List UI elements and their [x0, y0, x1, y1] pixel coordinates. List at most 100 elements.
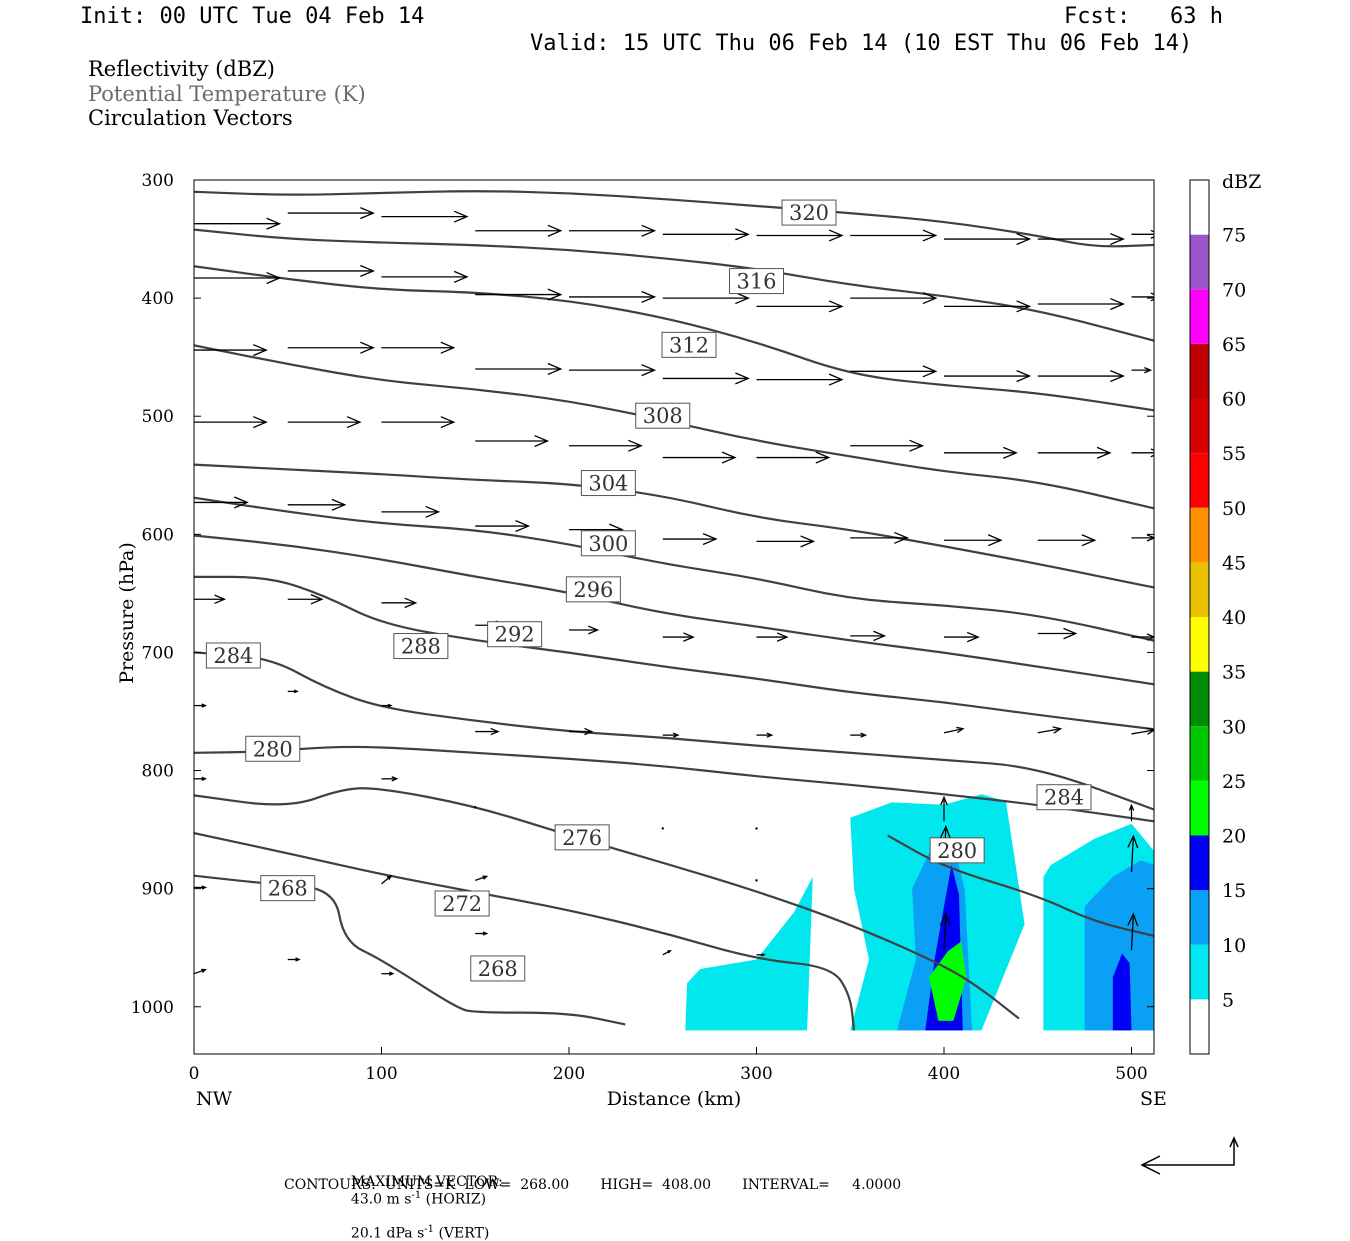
theta-label: 284: [205, 642, 261, 669]
vector-arrow: [755, 827, 758, 830]
vector-head: [641, 364, 657, 377]
vector-head: [1063, 627, 1078, 640]
vector-arrow: [569, 364, 657, 377]
max-vert-exponent: -1: [424, 1223, 435, 1235]
reflectivity-cell-15-dbz: [1112, 953, 1132, 1031]
reflectivity-cell-10-dbz: [1084, 860, 1154, 1031]
vector-arrow: [1131, 366, 1153, 374]
vector-arrow: [850, 365, 938, 378]
vector-arrow: [662, 732, 680, 738]
colorbar-segment: [1190, 180, 1209, 235]
vector-arrow: [756, 732, 774, 738]
y-tick-label: 500: [142, 407, 174, 427]
colorbar-segment: [1190, 726, 1209, 781]
vector-arrow: [756, 373, 844, 386]
vector-head: [683, 632, 695, 642]
vector-arrow: [475, 362, 563, 376]
vector-shaft: [1130, 914, 1135, 951]
theta-label-text: 284: [213, 644, 253, 668]
vector-arrow: [756, 535, 816, 548]
vector-head: [828, 229, 844, 242]
vector-head: [490, 727, 500, 736]
circulation-vectors: [194, 207, 1154, 976]
theta-label-box: [580, 470, 636, 497]
vector-arrow: [194, 271, 282, 285]
vector-head: [815, 451, 831, 464]
vector-head: [800, 535, 816, 548]
y-tick-label: 800: [142, 762, 174, 782]
reflectivity-cell-20-dbz: [929, 941, 967, 1021]
vector-head: [1003, 446, 1018, 459]
vector-head: [702, 532, 718, 546]
vector-head: [922, 292, 938, 305]
theta-label: 272: [434, 890, 490, 917]
vector-head: [404, 597, 418, 609]
reflectivity-fill: [685, 794, 1154, 1031]
vector-arrow: [850, 630, 887, 642]
vector-head: [346, 416, 362, 429]
vector-head: [201, 703, 208, 708]
theta-label: 308: [635, 402, 691, 429]
theta-label: 320: [781, 199, 837, 226]
vector-shaft: [943, 914, 947, 951]
vector-arrow: [756, 229, 844, 242]
theta-contour-268: [194, 874, 626, 1026]
vector-head: [1110, 233, 1125, 246]
max-vector-label: MAXIMUM VECTOR:: [350, 1174, 503, 1190]
theta-label-text: 276: [562, 826, 602, 850]
vector-arrow: [944, 534, 1003, 547]
theta-label: 300: [580, 530, 636, 557]
theta-label: 280: [245, 735, 301, 762]
vector-arrow: [381, 776, 399, 782]
vector-head: [1128, 803, 1135, 811]
vector-head: [776, 632, 789, 642]
theta-contour-316: [194, 228, 1154, 342]
theta-label: 268: [260, 875, 316, 902]
vector-arrow: [569, 727, 594, 736]
vector-arrow: [475, 931, 489, 936]
vector-arrow: [287, 207, 375, 220]
colorbar: 5 10 15 20 25 30 35 40 45 50 55 60 65 70 75 dBZ: [1189, 171, 1261, 1055]
theta-label-text: 308: [643, 404, 683, 428]
theta-label-box: [729, 268, 784, 295]
vector-head: [940, 795, 948, 806]
vector-arrow: [662, 292, 750, 305]
theta-label-box: [470, 955, 526, 982]
colorbar-segment: [1190, 890, 1209, 945]
vector-head: [453, 210, 469, 223]
theta-label-text: 268: [268, 877, 308, 901]
colorbar-segment: [1190, 289, 1209, 344]
theta-contour-296: [194, 534, 1154, 686]
vector-arrow: [1131, 292, 1154, 302]
vector-arrow: [475, 288, 563, 301]
theta-label-box: [635, 402, 691, 429]
max-vert-value: 20.1 dPa s: [350, 1225, 425, 1241]
vector-head: [735, 292, 750, 305]
vector-head: [201, 968, 207, 974]
y-tick-label: 600: [142, 525, 174, 545]
theta-label: 316: [729, 268, 784, 295]
vector-arrow: [1131, 229, 1154, 239]
theta-label: 304: [580, 470, 636, 497]
vector-arrow: [381, 416, 456, 429]
vector-head: [1016, 233, 1032, 246]
x-tick-label: 400: [928, 1064, 960, 1084]
vector-head: [939, 824, 951, 839]
reflectivity-cell-5-dbz: [685, 876, 813, 1031]
vector-arrow: [662, 950, 672, 956]
vector-head: [331, 498, 347, 511]
theta-contour-304: [194, 463, 1154, 589]
vector-arrow: [755, 879, 758, 882]
theta-label-box: [1036, 784, 1092, 811]
vector-arrow: [756, 953, 766, 957]
vector-dot: [755, 827, 758, 830]
theta-contour-292: [194, 575, 1154, 731]
vector-shaft: [1131, 729, 1154, 735]
vector-arrow: [381, 971, 395, 976]
vector-arrow: [287, 594, 324, 605]
vector-arrow: [1037, 627, 1078, 640]
theta-label-text: 280: [937, 839, 977, 863]
vector-arrow: [662, 228, 750, 241]
theta-label-text: 292: [495, 623, 535, 647]
vector-head: [295, 957, 301, 962]
